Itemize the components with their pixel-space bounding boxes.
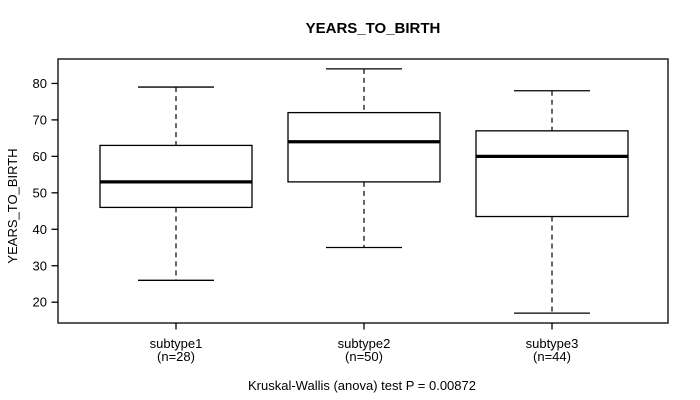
box-group-subtype3: [475, 90, 629, 314]
group-sublabel: (n=50): [345, 349, 383, 364]
group-label: subtype1: [150, 336, 203, 351]
box-series: [99, 68, 629, 314]
group-label: subtype3: [526, 336, 579, 351]
iqr-box: [287, 111, 441, 183]
group-label: subtype2: [338, 336, 391, 351]
box-group-subtype1: [99, 86, 253, 281]
x-axis-labels: subtype1(n=28) subtype2(n=50) subtype3(n=4…: [150, 336, 579, 364]
y-tick-label: 50: [33, 185, 47, 200]
group-sublabel: (n=28): [157, 349, 195, 364]
chart-title: YEARS_TO_BIRTH: [306, 20, 441, 37]
stat-annotation: Kruskal-Wallis (anova) test P = 0.00872: [248, 378, 476, 393]
y-axis: 20 30 40 50 60 70 80: [33, 76, 58, 310]
y-tick-label: 80: [33, 76, 47, 91]
y-tick-label: 20: [33, 295, 47, 310]
iqr-box: [475, 130, 629, 218]
group-sublabel: (n=44): [533, 349, 571, 364]
y-tick-label: 60: [33, 149, 47, 164]
y-tick-label: 30: [33, 258, 47, 273]
y-axis-title: YEARS_TO_BIRTH: [5, 148, 20, 263]
iqr-box: [99, 144, 253, 209]
box-group-subtype2: [287, 68, 441, 249]
x-axis: [175, 323, 553, 330]
y-tick-label: 40: [33, 222, 47, 237]
y-tick-label: 70: [33, 112, 47, 127]
plot-border: [57, 58, 669, 324]
